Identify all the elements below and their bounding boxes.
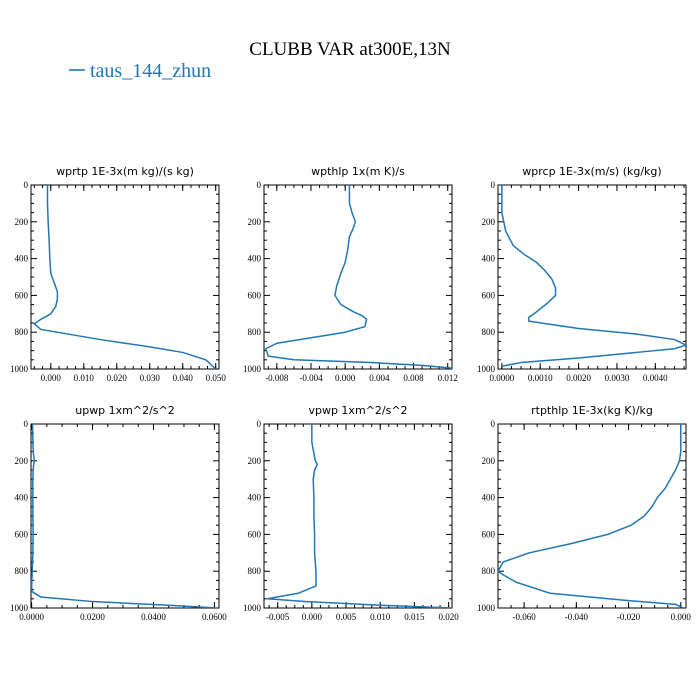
y-tick-label: 1000 (10, 603, 29, 613)
series-line (266, 424, 452, 608)
x-tick-label: -0.005 (266, 612, 290, 622)
y-tick-label: 400 (248, 254, 262, 264)
y-tick-label: 0 (257, 419, 262, 429)
x-tick-label: 0.0000 (489, 373, 514, 383)
y-tick-label: 600 (482, 529, 496, 539)
x-tick-label: 0.030 (140, 373, 161, 383)
panel-title: wprcp 1E-3x(m/s) (kg/kg) (522, 165, 661, 178)
y-tick-label: 1000 (243, 364, 262, 374)
figure-title: CLUBB VAR at300E,13N (249, 39, 451, 60)
x-tick-label: 0.0030 (605, 373, 630, 383)
plot-frame (263, 423, 453, 609)
y-tick-label: 200 (248, 217, 262, 227)
y-tick-label: 200 (482, 217, 496, 227)
x-tick-label: 0.0600 (202, 612, 227, 622)
panel-title: wpthlp 1x(m K)/s (311, 165, 405, 178)
chart-panels: wprtp 1E-3x(m kg)/(s kg) 0 200 400 600 800 100… (10, 165, 691, 622)
x-tick-label: -0.040 (565, 612, 589, 622)
x-tick-label: 0.0010 (528, 373, 553, 383)
panel-5: vpwp 1xm^2/s^2 0 200 400 600 800 1000 -0.005 0.0… (243, 404, 459, 622)
y-tick-label: 400 (482, 254, 496, 264)
x-tick-label: 0.010 (370, 612, 391, 622)
series-line (31, 424, 218, 608)
y-tick-label: 400 (15, 254, 29, 264)
x-tick-label: 0.0400 (141, 612, 166, 622)
plot-frame (497, 423, 687, 609)
y-tick-label: 800 (482, 566, 496, 576)
y-tick-label: 600 (482, 290, 496, 300)
x-tick-label: 0.0040 (643, 373, 668, 383)
y-tick-label: 200 (15, 456, 29, 466)
x-tick-label: 0.000 (335, 373, 356, 383)
x-tick-label: 0.040 (173, 373, 194, 383)
y-tick-label: 1000 (10, 364, 29, 374)
y-tick-label: 800 (248, 566, 262, 576)
x-tick-label: 0.012 (438, 373, 458, 383)
y-tick-label: 600 (248, 529, 262, 539)
x-tick-label: -0.004 (299, 373, 323, 383)
y-tick-label: 800 (15, 566, 29, 576)
x-tick-label: 0.0000 (19, 612, 44, 622)
y-tick-label: 800 (482, 327, 496, 337)
plot-frame (30, 423, 220, 609)
x-tick-label: -0.060 (512, 612, 536, 622)
y-tick-label: 400 (15, 493, 29, 503)
panel-3: wprcp 1E-3x(m/s) (kg/kg) 0 200 400 600 800 100… (477, 165, 687, 383)
y-tick-label: 200 (15, 217, 29, 227)
y-tick-label: 0 (491, 180, 496, 190)
y-tick-label: 800 (248, 327, 262, 337)
x-tick-label: 0.000 (671, 612, 692, 622)
y-tick-label: 0 (491, 419, 496, 429)
x-tick-label: 0.050 (206, 373, 227, 383)
y-tick-label: 200 (248, 456, 262, 466)
y-tick-label: 1000 (243, 603, 262, 613)
y-tick-label: 400 (482, 493, 496, 503)
y-tick-label: 600 (15, 529, 29, 539)
x-tick-label: 0.000 (41, 373, 62, 383)
y-tick-label: 0 (24, 180, 29, 190)
panel-1: wprtp 1E-3x(m kg)/(s kg) 0 200 400 600 800 100… (10, 165, 226, 383)
x-tick-label: 0.005 (336, 612, 357, 622)
plot-frame (497, 184, 687, 370)
y-tick-label: 600 (248, 290, 262, 300)
series-line (33, 185, 217, 369)
x-tick-label: 0.020 (438, 612, 459, 622)
y-tick-label: 1000 (477, 364, 496, 374)
panel-title: upwp 1xm^2/s^2 (75, 404, 175, 417)
x-tick-label: 0.015 (404, 612, 425, 622)
x-tick-label: 0.004 (369, 373, 390, 383)
series-line (498, 424, 684, 608)
panel-title: vpwp 1xm^2/s^2 (308, 404, 407, 417)
y-tick-label: 200 (482, 456, 496, 466)
x-tick-label: -0.020 (617, 612, 641, 622)
x-tick-label: 0.010 (74, 373, 95, 383)
legend: taus_144_zhun (69, 60, 211, 82)
series-line (501, 185, 686, 367)
y-tick-label: 400 (248, 493, 262, 503)
plot-frame (30, 184, 220, 370)
panel-title: rtpthlp 1E-3x(kg K)/kg (531, 404, 653, 417)
y-tick-label: 600 (15, 290, 29, 300)
x-tick-label: 0.000 (302, 612, 323, 622)
y-tick-label: 0 (257, 180, 262, 190)
x-tick-label: 0.0200 (80, 612, 105, 622)
panel-title: wprtp 1E-3x(m kg)/(s kg) (56, 165, 194, 178)
panel-2: wpthlp 1x(m K)/s 0 200 400 600 800 1000-0.008-… (243, 165, 458, 383)
y-tick-label: 1000 (477, 603, 496, 613)
legend-label: taus_144_zhun (90, 60, 211, 82)
y-tick-label: 0 (24, 419, 29, 429)
y-tick-label: 800 (15, 327, 29, 337)
x-tick-label: 0.020 (107, 373, 128, 383)
x-tick-label: -0.008 (265, 373, 289, 383)
x-tick-label: 0.0020 (566, 373, 591, 383)
series-line (264, 185, 452, 369)
panel-6: rtpthlp 1E-3x(kg K)/kg 0 200 400 600 800 1000 -… (477, 404, 691, 622)
x-tick-label: 0.008 (403, 373, 424, 383)
